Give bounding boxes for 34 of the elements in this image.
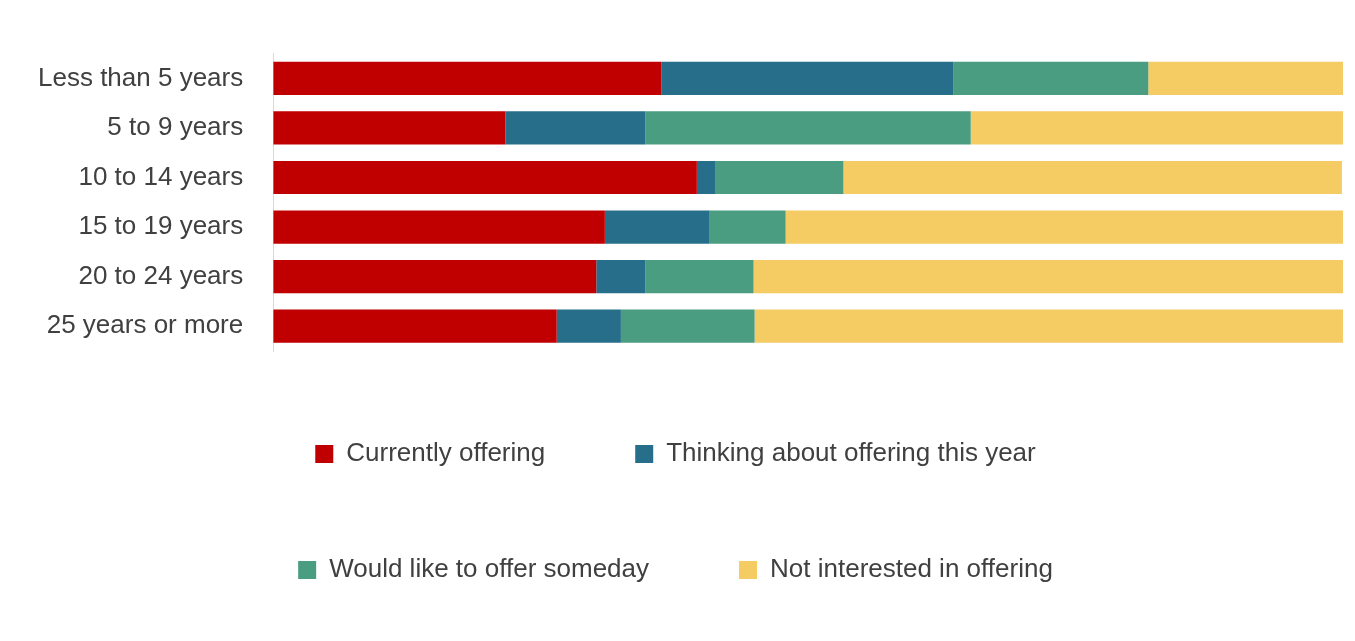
bar <box>556 309 621 343</box>
legend-label: Would like to offer someday <box>329 553 650 584</box>
bar <box>953 61 1149 95</box>
y-tick-label: 25 years or more <box>46 309 244 340</box>
bar <box>661 61 954 95</box>
y-tick-label: 5 to 9 years <box>107 111 244 142</box>
bar <box>273 111 506 145</box>
bar <box>505 111 646 145</box>
bar <box>645 111 971 145</box>
bar <box>1148 61 1343 95</box>
bar <box>273 210 605 244</box>
bar <box>273 61 662 95</box>
bar <box>753 260 1343 294</box>
legend-label: Not interested in offering <box>770 553 1053 584</box>
bar <box>273 160 697 195</box>
bar <box>273 260 597 294</box>
bar <box>620 309 755 343</box>
y-tick-label: Less than 5 years <box>38 61 244 92</box>
bar <box>645 260 754 294</box>
y-tick-label: 15 to 19 years <box>78 210 244 241</box>
bar <box>843 160 1342 195</box>
bar <box>709 210 786 244</box>
bar <box>596 260 646 294</box>
legend-label: Currently offering <box>346 437 546 468</box>
bar <box>696 160 716 195</box>
bar <box>604 210 710 244</box>
bar <box>970 111 1343 145</box>
bar <box>273 309 557 343</box>
bar <box>785 210 1343 244</box>
bar <box>754 309 1343 343</box>
bar <box>715 160 844 195</box>
y-tick-label: 20 to 24 years <box>78 259 244 290</box>
legend-label: Thinking about offering this year <box>666 437 1037 468</box>
y-tick-label: 10 to 14 years <box>78 160 244 191</box>
